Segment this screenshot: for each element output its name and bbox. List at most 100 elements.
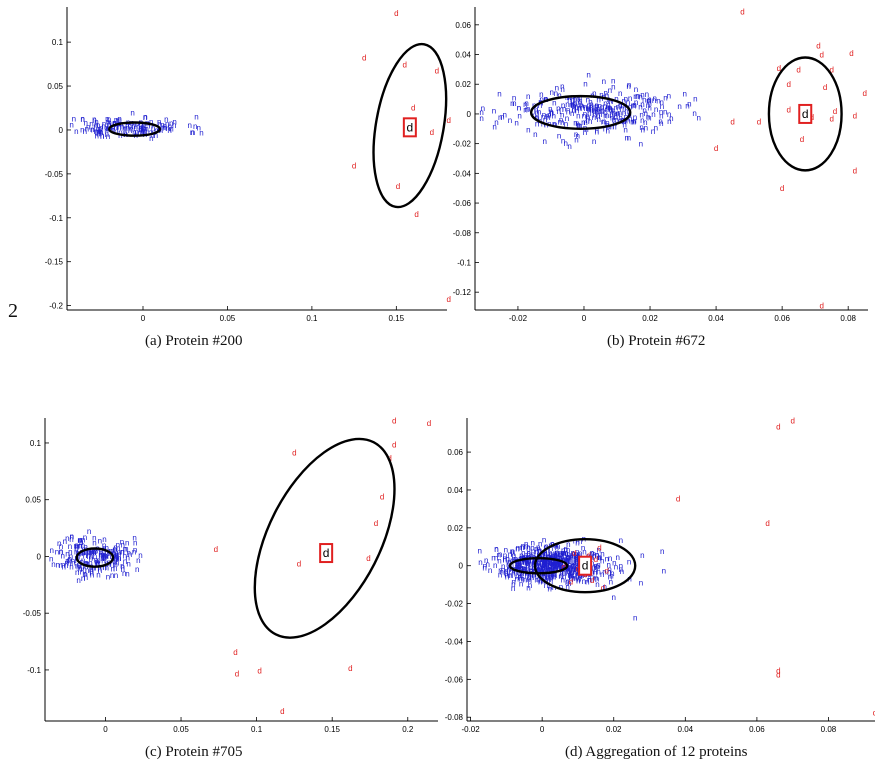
point-n: n — [503, 554, 507, 563]
point-n: n — [697, 113, 701, 122]
point-n: n — [622, 120, 626, 129]
point-n: n — [140, 125, 144, 134]
point-n: n — [642, 96, 646, 105]
point-n: n — [479, 114, 483, 123]
point-n: n — [603, 107, 607, 116]
point-n: n — [555, 560, 559, 569]
point-n: n — [80, 567, 84, 576]
point-n: n — [516, 565, 520, 574]
point-n: n — [547, 552, 551, 561]
point-n: n — [553, 549, 557, 558]
point-n: n — [603, 102, 607, 111]
y-tick-label: -0.1 — [27, 666, 41, 675]
point-n: n — [157, 119, 161, 128]
point-n: n — [565, 553, 569, 562]
point-d: d — [790, 417, 794, 426]
point-n: n — [560, 563, 564, 572]
point-n: n — [590, 548, 594, 557]
point-n: n — [110, 126, 114, 135]
point-n: n — [555, 543, 559, 552]
point-n: n — [553, 550, 557, 559]
x-tick-label: 0 — [540, 725, 545, 734]
point-n: n — [101, 122, 105, 131]
point-n: n — [573, 552, 577, 561]
point-d: d — [787, 105, 791, 114]
point-n: n — [527, 553, 531, 562]
point-n: n — [578, 104, 582, 113]
point-n: n — [545, 563, 549, 572]
point-n: n — [542, 559, 546, 568]
point-n: n — [69, 535, 73, 544]
point-n: n — [136, 556, 140, 565]
point-n: n — [548, 565, 552, 574]
point-n: n — [516, 562, 520, 571]
point-n: n — [120, 565, 124, 574]
point-n: n — [568, 553, 572, 562]
point-n: n — [111, 123, 115, 132]
point-n: n — [190, 128, 194, 137]
point-n: n — [123, 557, 127, 566]
x-tick-label: -0.02 — [509, 314, 528, 323]
point-n: n — [97, 127, 101, 136]
point-n: n — [559, 583, 563, 592]
point-n: n — [104, 544, 108, 553]
x-tick-label: 0.05 — [220, 314, 236, 323]
point-n: n — [538, 101, 542, 110]
point-n: n — [113, 122, 117, 131]
point-n: n — [558, 561, 562, 570]
point-n: n — [555, 559, 559, 568]
point-n: n — [547, 575, 551, 584]
point-n: n — [546, 113, 550, 122]
point-n: n — [609, 572, 613, 581]
point-n: n — [544, 94, 548, 103]
point-n: n — [576, 567, 580, 576]
point-n: n — [112, 119, 116, 128]
point-n: n — [508, 116, 512, 125]
point-d: d — [816, 42, 820, 51]
point-n: n — [79, 538, 83, 547]
point-n: n — [504, 567, 508, 576]
point-n: n — [84, 573, 88, 582]
point-n: n — [548, 548, 552, 557]
point-d: d — [380, 493, 384, 502]
point-n: n — [574, 558, 578, 567]
point-d: d — [765, 519, 769, 528]
point-n: n — [87, 547, 91, 556]
point-n: n — [569, 563, 573, 572]
point-n: n — [517, 111, 521, 120]
point-n: n — [590, 91, 594, 100]
point-n: n — [520, 569, 524, 578]
point-n: n — [193, 122, 197, 131]
point-d: d — [586, 551, 590, 560]
point-n: n — [110, 571, 114, 580]
point-n: n — [169, 119, 173, 128]
y-tick-label: 0.04 — [447, 486, 463, 495]
point-n: n — [96, 129, 100, 138]
point-d: d — [862, 89, 866, 98]
point-n: n — [602, 117, 606, 126]
point-n: n — [667, 110, 671, 119]
point-n: n — [596, 553, 600, 562]
point-n: n — [526, 543, 530, 552]
point-n: n — [614, 103, 618, 112]
point-d: d — [576, 564, 580, 573]
point-n: n — [552, 560, 556, 569]
point-n: n — [564, 139, 568, 148]
point-n: n — [166, 124, 170, 133]
point-n: n — [571, 561, 575, 570]
x-tick-label: 0 — [103, 725, 108, 734]
point-n: n — [508, 571, 512, 580]
point-n: n — [88, 548, 92, 557]
point-n: n — [570, 101, 574, 110]
point-n: n — [543, 550, 547, 559]
point-n: n — [555, 558, 559, 567]
point-n: n — [552, 120, 556, 129]
point-n: n — [607, 103, 611, 112]
point-n: n — [565, 577, 569, 586]
confidence-ellipse — [253, 437, 396, 639]
point-n: n — [587, 106, 591, 115]
point-n: n — [527, 573, 531, 582]
point-n: n — [507, 564, 511, 573]
point-d: d — [776, 667, 780, 676]
point-n: n — [523, 575, 527, 584]
